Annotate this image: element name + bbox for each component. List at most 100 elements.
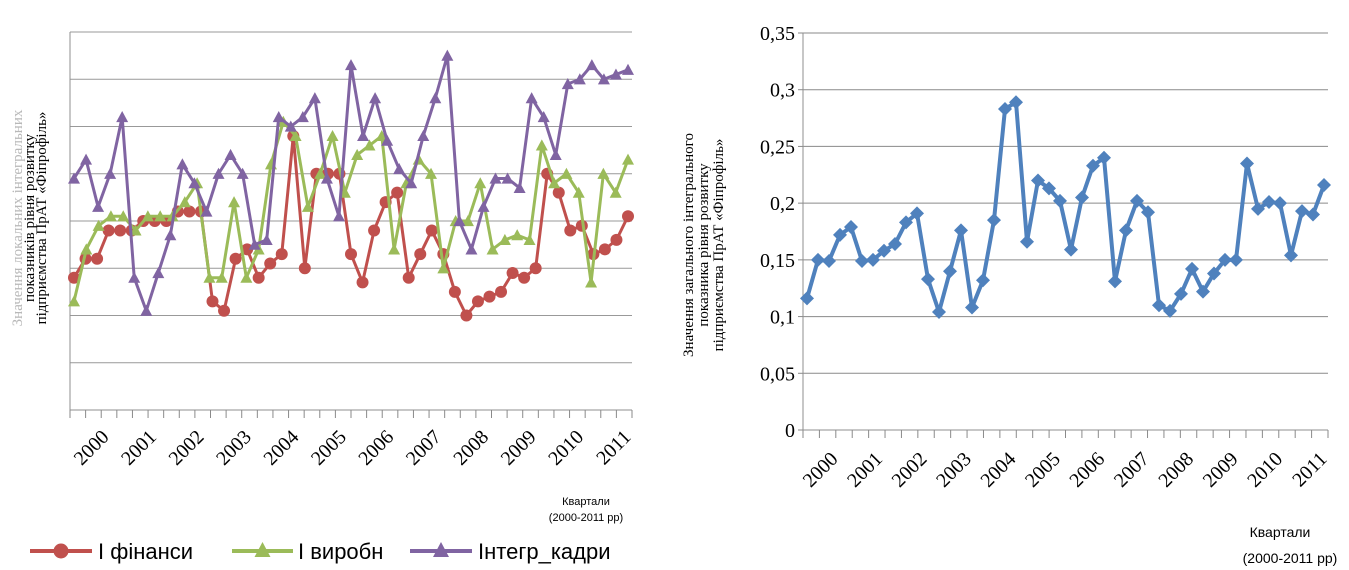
left-point [483,290,496,303]
right-point [1174,286,1188,301]
left-x-tick-label: 2005 [307,426,351,470]
right-point [1163,303,1177,318]
right-y-tick-labels: 0 0,05 0,1 0,15 0,2 0,25 0,3 0,35 [760,23,803,442]
left-point [80,153,93,165]
right-point [855,253,869,268]
right-point [1207,266,1221,281]
left-point [215,271,228,283]
left-point [523,233,536,245]
right-y-tick-label: 0,3 [770,80,795,102]
left-point [272,111,285,123]
right-point [877,243,891,258]
left-point [564,224,577,237]
right-point [1130,193,1144,208]
left-point [188,177,201,189]
left-point [212,167,225,179]
left-x-tick-label: 2001 [117,426,161,470]
left-point [351,148,364,160]
right-point [910,206,924,221]
left-point [622,63,634,75]
left-point [486,243,499,255]
right-x-tick-label: 2011 [1288,448,1331,491]
left-point [549,148,562,160]
left-point [405,177,418,189]
legend-label-finance: І фінанси [98,539,193,564]
right-ylabel-line-2: показника рівня розвитку [696,163,712,327]
left-point [489,172,502,184]
left-xlabel-line-2: (2000-2011 рр) [549,512,623,524]
left-point [560,167,573,179]
left-point [178,196,191,208]
right-point [822,253,836,268]
left-series [68,49,634,322]
right-point [1053,193,1067,208]
right-point [1031,173,1045,188]
left-point [477,200,490,212]
right-point [1317,177,1331,192]
legend-marker-production [254,542,271,557]
left-point [308,92,321,104]
left-point [425,224,438,237]
right-x-tick-label: 2008 [1154,448,1198,492]
left-point [164,229,177,241]
left-point [597,73,610,85]
right-ylabel-line-1: Значення загального інтегрального [681,133,697,357]
right-x-tick-label: 2000 [799,448,843,492]
left-y-axis-title: Значення локальних інтегральних показник… [10,109,50,326]
left-point [241,243,254,256]
right-x-tick-label: 2009 [1199,448,1243,492]
left-point [298,262,311,275]
left-point [140,304,153,316]
right-point [1229,252,1243,267]
left-point [229,252,242,265]
left-point [518,271,531,284]
left-point [357,129,370,142]
left-point [176,158,189,170]
right-y-tick-label: 0,05 [760,363,795,385]
left-point [561,77,574,90]
left-point [414,248,427,261]
left-point [91,252,104,265]
left-point [218,304,231,317]
left-point [104,167,117,179]
left-x-tick-label: 2004 [260,426,304,470]
left-point [610,233,623,246]
left-ylabel-line-3: підприємства ПрАТ «Фіпрофіль» [34,112,50,325]
left-point [203,271,216,283]
right-point [811,252,825,267]
left-point [391,186,404,199]
left-point [501,172,514,184]
left-point [498,233,511,245]
right-point [1218,252,1232,267]
left-point [622,210,634,223]
left-series-line-1 [72,120,630,302]
left-point [513,181,526,194]
right-y-tick-label: 0 [785,420,795,442]
left-point [402,271,415,284]
right-point [1042,181,1056,196]
right-point [1141,205,1155,220]
left-point [529,262,542,275]
right-point [976,273,990,288]
left-point [240,271,253,283]
right-y-tick-label: 0,25 [760,136,795,158]
right-point [899,215,913,230]
right-point [1295,204,1309,219]
left-point [441,49,454,61]
left-point [206,295,219,308]
legend-item-finance: І фінанси [30,539,193,564]
right-point [1009,95,1023,110]
legend-marker-finance [53,543,69,559]
left-point [332,210,345,222]
left-point [535,139,548,151]
left-point [369,92,382,104]
right-point [866,252,880,267]
left-ylabel-line-1: Значення локальних інтегральних [10,109,26,326]
right-series-line-0 [805,100,1326,315]
left-point [236,167,249,179]
right-x-tick-label: 2006 [1065,448,1109,492]
left-point [356,276,369,289]
right-point [1262,195,1276,210]
left-x-tick-labels: 2000 2001 2002 2003 2004 2005 2006 2007 2008 2009… [70,426,636,470]
left-x-tick-label: 2003 [212,426,256,470]
